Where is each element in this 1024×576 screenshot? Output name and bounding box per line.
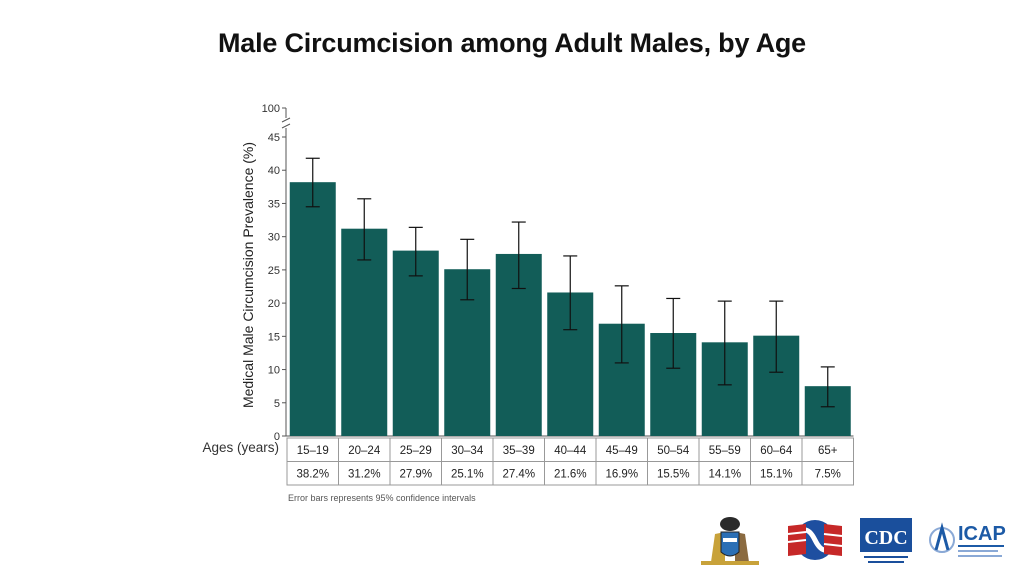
value-label: 38.2% [296, 469, 329, 481]
y-axis-label: Medical Male Circumcision Prevalence (%) [240, 142, 256, 408]
value-label: 21.6% [554, 469, 587, 481]
cdc-logo: CDC [860, 518, 912, 563]
svg-text:CDC: CDC [864, 527, 907, 549]
value-label: 27.9% [399, 469, 432, 481]
icap-logo: ICAP [929, 522, 1006, 557]
y-tick-label: 0 [274, 431, 280, 443]
y-tick-label: 40 [268, 165, 280, 177]
category-label: 25–29 [400, 445, 432, 457]
category-label: 65+ [818, 445, 838, 457]
y-tick-label: 30 [268, 232, 280, 244]
flags-logo [787, 520, 843, 560]
value-label: 31.2% [348, 469, 381, 481]
logo-strip: CDC ICAP [0, 514, 1024, 574]
value-label: 14.1% [708, 469, 741, 481]
category-label: 60–64 [760, 445, 793, 457]
svg-text:ICAP: ICAP [958, 523, 1006, 545]
category-label: 50–54 [657, 445, 690, 457]
footnote: Error bars represents 95% confidence int… [288, 493, 476, 503]
y-tick-label: 10 [268, 365, 280, 377]
y-tick-label: 5 [274, 398, 280, 410]
coat-of-arms-logo [701, 517, 759, 565]
value-label: 16.9% [605, 469, 638, 481]
value-label: 15.1% [760, 469, 793, 481]
value-label: 15.5% [657, 469, 690, 481]
y-tick-label: 45 [268, 132, 280, 144]
x-axis-label: Ages (years) [202, 440, 279, 455]
value-label: 27.4% [502, 469, 535, 481]
y-tick-label: 35 [268, 198, 280, 210]
bar [289, 182, 336, 436]
value-label: 7.5% [815, 469, 841, 481]
category-label: 40–44 [554, 445, 587, 457]
category-label: 20–24 [348, 445, 381, 457]
value-label: 25.1% [451, 469, 484, 481]
y-tick-label: 20 [268, 298, 280, 310]
y-tick-label: 100 [262, 103, 280, 115]
bar [392, 250, 439, 436]
y-axis-break [281, 117, 291, 129]
category-label: 55–59 [709, 445, 741, 457]
bar [341, 228, 388, 436]
category-label: 15–19 [297, 445, 329, 457]
chart-title: Male Circumcision among Adult Males, by … [217, 28, 806, 58]
category-label: 30–34 [451, 445, 484, 457]
category-label: 45–49 [606, 445, 638, 457]
y-tick-label: 25 [268, 265, 280, 277]
category-label: 35–39 [503, 445, 535, 457]
y-tick-label: 15 [268, 331, 280, 343]
